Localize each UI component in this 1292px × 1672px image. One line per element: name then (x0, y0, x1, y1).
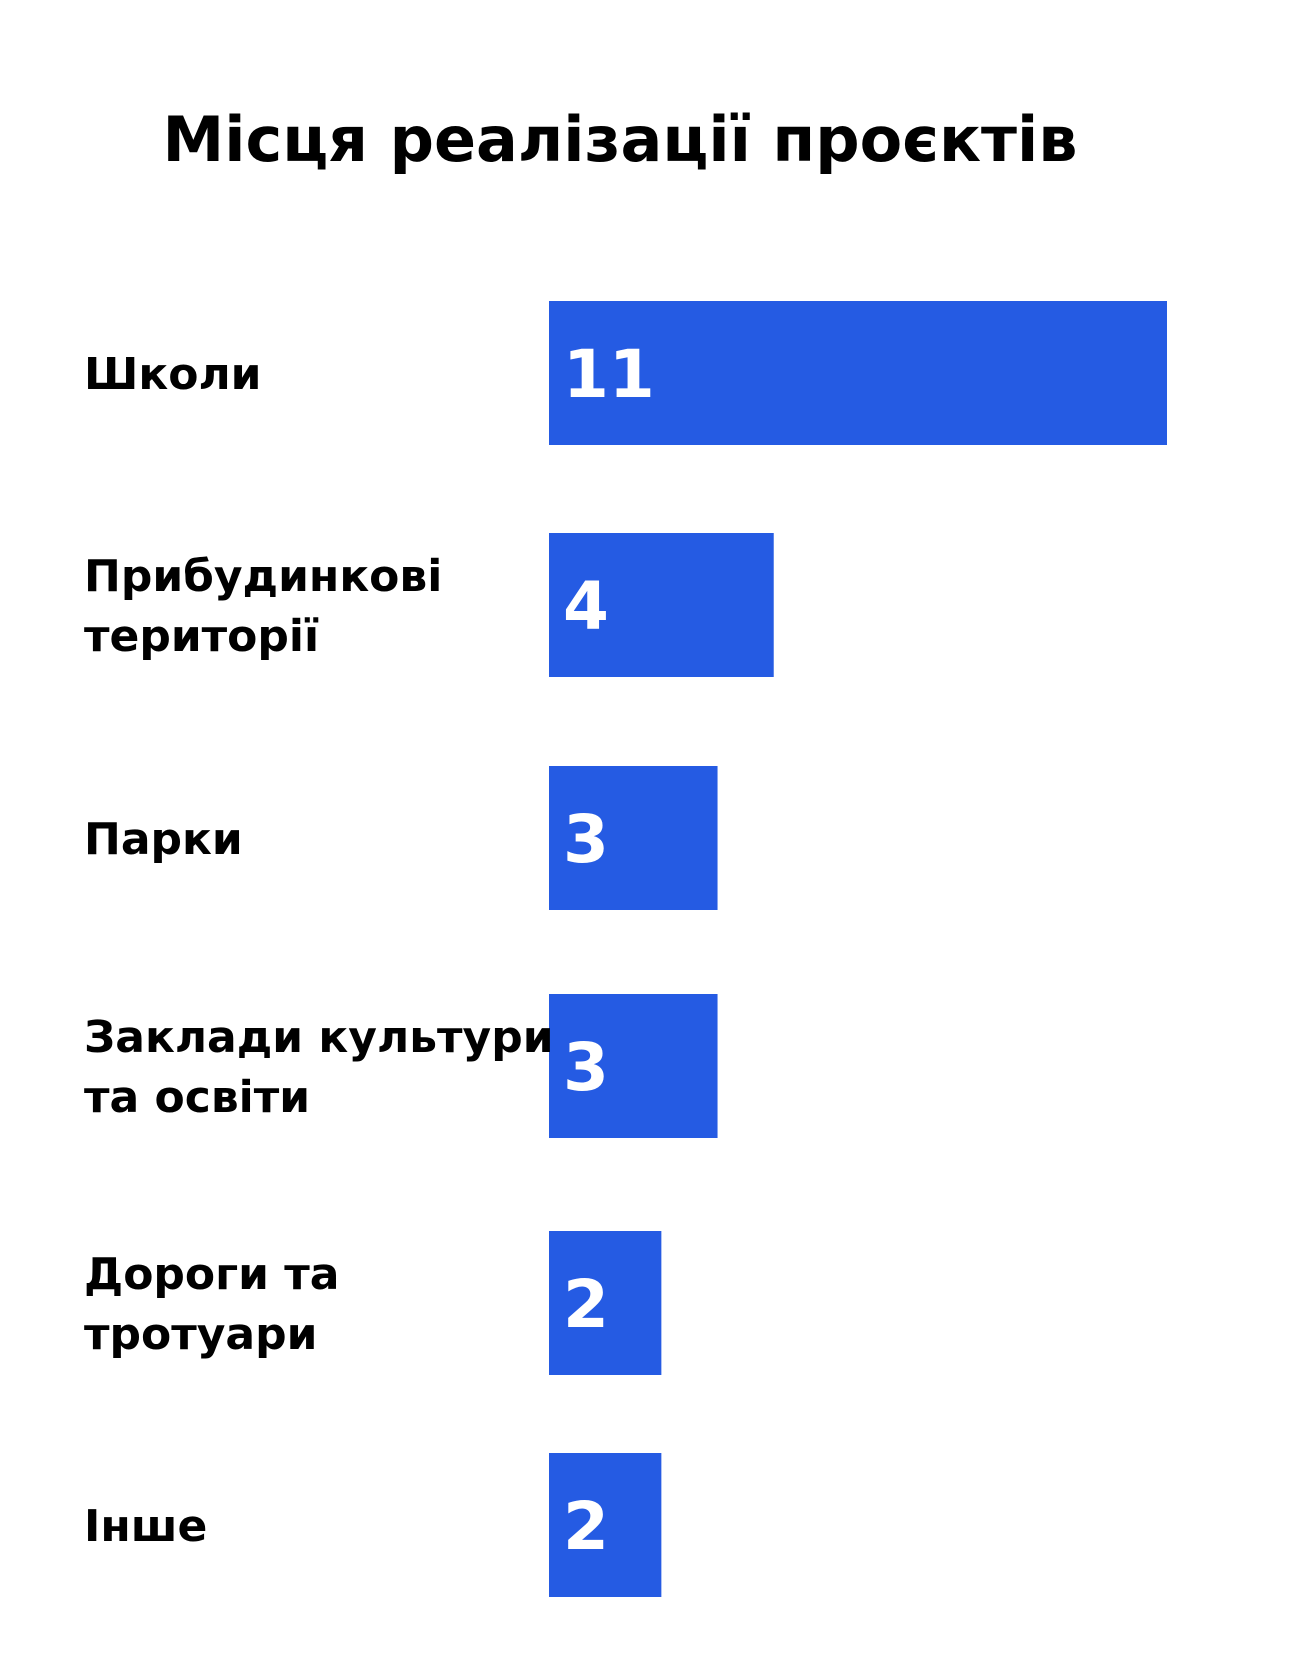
category-label-line: Парки (84, 814, 243, 865)
category-label-line: Школи (84, 349, 262, 400)
category-label-line: Заклади культури (84, 1012, 554, 1063)
category-label-line: та освіти (84, 1072, 310, 1123)
bar-5 (549, 1453, 662, 1597)
category-label-line: Дороги та (84, 1249, 339, 1300)
bar-value-label-0: 11 (563, 336, 655, 413)
category-label-1: Прибудинкові території (84, 551, 442, 662)
bar-2 (549, 766, 718, 910)
category-label-line: тротуари (84, 1309, 317, 1360)
bar-value-label-1: 4 (563, 568, 609, 645)
bar-value-label-4: 2 (563, 1266, 609, 1343)
category-label-line: території (84, 611, 319, 662)
bar-1 (549, 533, 774, 677)
bar-4 (549, 1231, 662, 1375)
category-label-5: Інше (84, 1501, 207, 1552)
category-label-2: Парки (84, 814, 243, 865)
category-label-4: Дороги та тротуари (84, 1249, 339, 1360)
bar-0 (549, 301, 1167, 445)
chart-title: Місця реалізації проєктів (162, 103, 1078, 176)
category-label-0: Школи (84, 349, 262, 400)
bar-value-label-5: 2 (563, 1488, 609, 1565)
category-label-line: Інше (84, 1501, 207, 1552)
bar-value-label-3: 3 (563, 1029, 609, 1106)
category-label-3: Заклади культури та освіти (84, 1012, 554, 1123)
bar-value-label-2: 3 (563, 801, 609, 878)
category-label-line: Прибудинкові (84, 551, 442, 602)
bar-3 (549, 994, 718, 1138)
